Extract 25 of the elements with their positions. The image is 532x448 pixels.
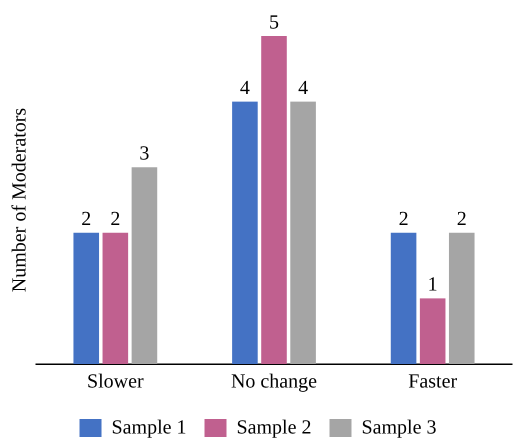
- bar: [420, 298, 446, 364]
- x-tick-label: Faster: [408, 370, 458, 392]
- x-tick-label: No change: [230, 370, 318, 392]
- bar: [261, 36, 287, 364]
- bar: [102, 232, 128, 364]
- bar: [290, 102, 316, 364]
- data-label: 2: [110, 208, 120, 230]
- bar: [132, 167, 158, 364]
- data-label: 5: [269, 11, 279, 34]
- data-label: 4: [240, 76, 250, 99]
- legend-label: Sample 2: [236, 416, 312, 438]
- data-label: 3: [139, 142, 150, 164]
- legend-label: Sample 3: [361, 416, 436, 438]
- bar: [232, 102, 258, 364]
- data-label: 4: [298, 76, 308, 99]
- data-label: 1: [428, 274, 438, 296]
- y-axis-title: Number of Moderators: [8, 108, 30, 292]
- data-label: 2: [398, 208, 409, 230]
- data-label: 2: [81, 208, 92, 230]
- data-label: 2: [456, 208, 467, 230]
- x-tick-label: Slower: [86, 370, 144, 392]
- legend-label: Sample 1: [112, 416, 187, 438]
- bar: [390, 232, 416, 364]
- bar: [448, 232, 475, 364]
- bar: [73, 232, 100, 364]
